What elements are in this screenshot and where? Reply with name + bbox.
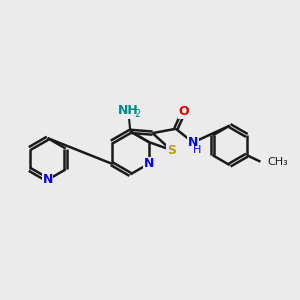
Text: N: N — [188, 136, 198, 149]
Text: O: O — [178, 105, 189, 118]
Text: N: N — [144, 157, 154, 170]
Text: N: N — [43, 173, 53, 186]
Text: NH: NH — [118, 104, 139, 117]
Text: 2: 2 — [134, 110, 141, 119]
Text: ₂: ₂ — [134, 104, 138, 114]
Text: NH: NH — [118, 105, 139, 118]
Text: CH₃: CH₃ — [267, 157, 288, 167]
Text: S: S — [167, 143, 176, 157]
Text: H: H — [193, 146, 202, 155]
